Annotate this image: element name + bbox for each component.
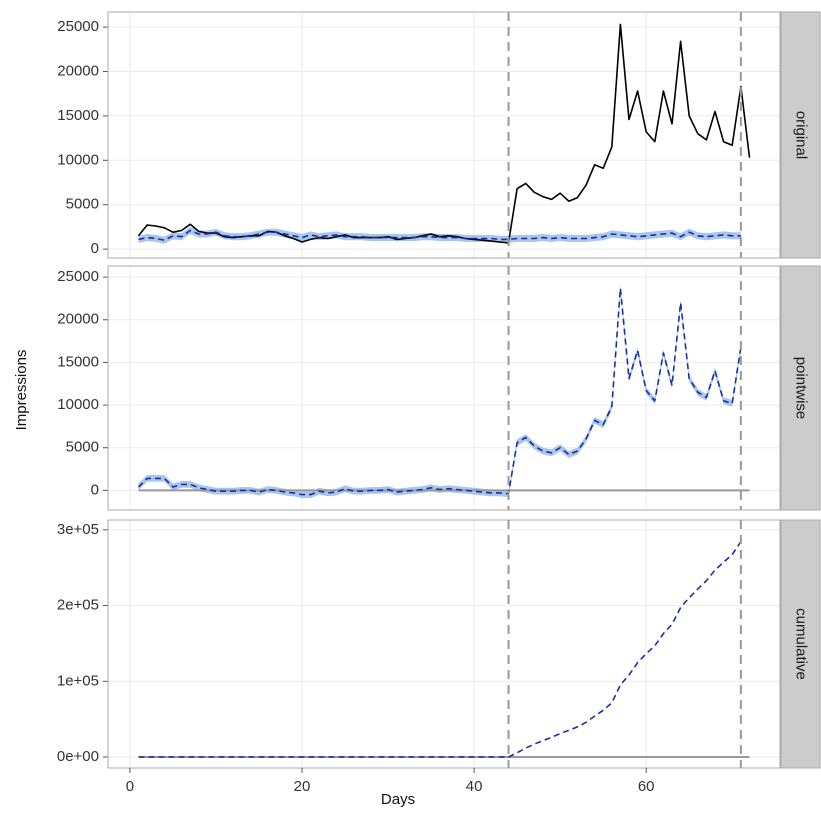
panel-background xyxy=(108,266,780,510)
panel-border xyxy=(107,265,781,511)
strip-label: original xyxy=(793,111,810,159)
y-axis-title: Impressions xyxy=(13,350,30,431)
panel-background xyxy=(108,12,780,258)
y-tick-label: 5000 xyxy=(66,196,99,213)
y-tick-label: 25000 xyxy=(57,18,99,35)
x-tick-label: 60 xyxy=(638,778,655,795)
series-line xyxy=(137,287,742,496)
y-tick-label: 5000 xyxy=(66,439,99,456)
panel-background xyxy=(108,520,780,768)
series-line xyxy=(137,23,751,244)
panel-border xyxy=(107,11,781,259)
strip-background xyxy=(780,265,821,511)
y-tick-label: 0 xyxy=(91,240,99,257)
y-tick-label: 20000 xyxy=(57,311,99,328)
x-tick-label: 0 xyxy=(126,778,134,795)
x-tick-label: 40 xyxy=(466,778,483,795)
strip-background xyxy=(780,11,821,259)
y-tick-label: 0e+00 xyxy=(57,748,99,765)
panel-border xyxy=(107,519,781,769)
series-line xyxy=(138,541,742,758)
series-line xyxy=(138,229,741,241)
confidence-band xyxy=(138,226,741,244)
y-tick-label: 15000 xyxy=(57,353,99,370)
y-tick-label: 0 xyxy=(91,481,99,498)
y-tick-label: 3e+05 xyxy=(57,521,99,538)
y-tick-label: 15000 xyxy=(57,107,99,124)
strip-label: cumulative xyxy=(793,608,810,680)
y-tick-label: 10000 xyxy=(57,151,99,168)
y-tick-label: 10000 xyxy=(57,396,99,413)
x-axis-title: Days xyxy=(381,791,415,808)
strip-background xyxy=(780,519,821,769)
y-tick-label: 20000 xyxy=(57,62,99,79)
y-tick-label: 1e+05 xyxy=(57,672,99,689)
strip-label: pointwise xyxy=(793,357,810,420)
y-tick-label: 2e+05 xyxy=(57,597,99,614)
x-tick-label: 20 xyxy=(294,778,311,795)
y-tick-label: 25000 xyxy=(57,268,99,285)
